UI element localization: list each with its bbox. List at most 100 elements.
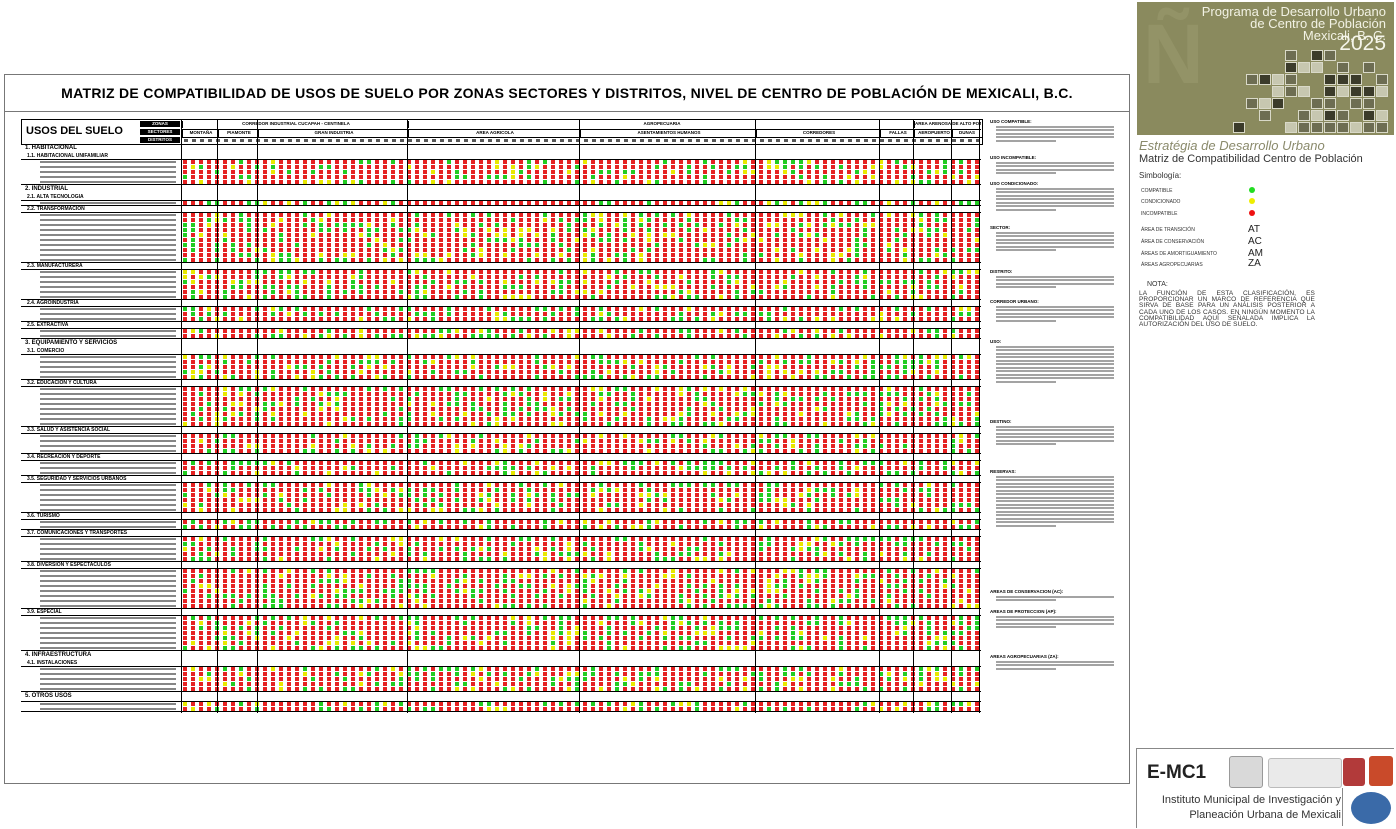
compatibility-dot (599, 243, 603, 247)
compatibility-dot (583, 280, 587, 284)
compatibility-dot (391, 223, 395, 227)
compatibility-dot (447, 253, 451, 257)
compatibility-dot (607, 223, 611, 227)
compatibility-dot (343, 238, 347, 242)
row-label-zonas: ZONAS (140, 121, 180, 127)
compatibility-dot (463, 402, 467, 406)
compatibility-dot (591, 312, 595, 316)
compatibility-dot (943, 290, 947, 294)
compatibility-dot (383, 170, 387, 174)
compatibility-dot (199, 233, 203, 237)
compatibility-dot (431, 233, 435, 237)
compatibility-dot (807, 290, 811, 294)
compatibility-dot (199, 407, 203, 411)
compatibility-dot (655, 233, 659, 237)
compatibility-dot (695, 223, 699, 227)
compatibility-dot (807, 360, 811, 364)
compatibility-dot (519, 238, 523, 242)
compatibility-dot (239, 275, 243, 279)
compatibility-dot (775, 290, 779, 294)
compatibility-dot (655, 329, 659, 333)
compatibility-dot (831, 218, 835, 222)
compatibility-dot (943, 387, 947, 391)
compatibility-dot (583, 223, 587, 227)
compatibility-dot (631, 170, 635, 174)
compatibility-dot (839, 243, 843, 247)
compatibility-dot (279, 402, 283, 406)
use-label (26, 312, 176, 316)
compatibility-dot (535, 223, 539, 227)
compatibility-dot (367, 238, 371, 242)
compatibility-dot (183, 290, 187, 294)
compatibility-dot (383, 329, 387, 333)
compatibility-dot (703, 248, 707, 252)
compatibility-dot (455, 329, 459, 333)
compatibility-dot (559, 233, 563, 237)
compatibility-dot (767, 307, 771, 311)
compatibility-dot (815, 280, 819, 284)
compatibility-dot (367, 218, 371, 222)
compatibility-dot (527, 412, 531, 416)
compatibility-dot (647, 223, 651, 227)
compatibility-dot (775, 434, 779, 438)
compatibility-dot (247, 233, 251, 237)
compatibility-dot (783, 243, 787, 247)
compatibility-dot (207, 290, 211, 294)
compatibility-dot (503, 307, 507, 311)
compatibility-dot (807, 165, 811, 169)
compatibility-dot (823, 329, 827, 333)
compatibility-dot (335, 248, 339, 252)
compatibility-dot (943, 213, 947, 217)
compatibility-dot (671, 370, 675, 374)
compatibility-dot (207, 285, 211, 289)
compatibility-dot (727, 290, 731, 294)
use-label (26, 218, 176, 222)
compatibility-dot (279, 280, 283, 284)
compatibility-dot (919, 329, 923, 333)
compatibility-dot (263, 329, 267, 333)
compatibility-dot (223, 253, 227, 257)
compatibility-dot (791, 290, 795, 294)
compatibility-dot (415, 402, 419, 406)
compatibility-dot (639, 360, 643, 364)
compatibility-dot (479, 402, 483, 406)
compatibility-dot (311, 285, 315, 289)
compatibility-dot (559, 417, 563, 421)
compatibility-dot (455, 397, 459, 401)
compatibility-dot (903, 365, 907, 369)
compatibility-dot (495, 365, 499, 369)
compatibility-dot (447, 285, 451, 289)
compatibility-dot (311, 228, 315, 232)
compatibility-dot (207, 275, 211, 279)
compatibility-dot (383, 175, 387, 179)
compatibility-dot (567, 329, 571, 333)
compatibility-dot (607, 275, 611, 279)
compatibility-dot (903, 285, 907, 289)
compatibility-dot (335, 170, 339, 174)
district-code-cell (184, 139, 188, 142)
compatibility-dot (439, 213, 443, 217)
compatibility-dot (847, 233, 851, 237)
compatibility-dot (487, 307, 491, 311)
compatibility-dot (559, 370, 563, 374)
compatibility-dot (367, 387, 371, 391)
compatibility-dot (519, 275, 523, 279)
compatibility-dot (743, 387, 747, 391)
compatibility-dot (439, 160, 443, 164)
compatibility-dot (623, 280, 627, 284)
compatibility-dot (815, 312, 819, 316)
compatibility-dot (607, 360, 611, 364)
compatibility-dot (895, 360, 899, 364)
compatibility-dot (327, 365, 331, 369)
compatibility-dot (695, 412, 699, 416)
compatibility-dot (239, 329, 243, 333)
compatibility-dot (647, 387, 651, 391)
compatibility-dot (375, 407, 379, 411)
compatibility-dot (391, 160, 395, 164)
compatibility-dot (655, 238, 659, 242)
compatibility-dot (799, 329, 803, 333)
compatibility-dot (855, 312, 859, 316)
compatibility-dot (463, 175, 467, 179)
compatibility-dot (927, 387, 931, 391)
compatibility-dot (399, 275, 403, 279)
